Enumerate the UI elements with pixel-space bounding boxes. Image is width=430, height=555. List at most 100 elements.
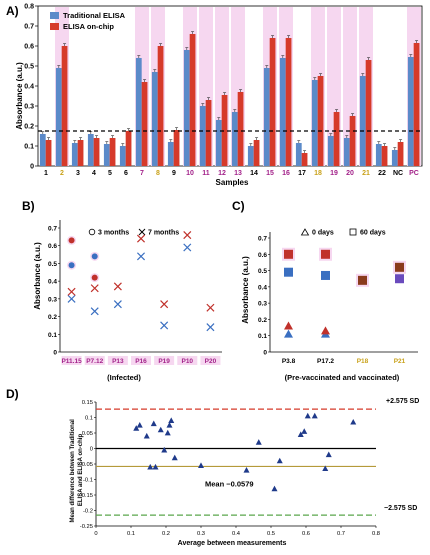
triangle-point: [276, 457, 283, 464]
triangle-point: [255, 439, 262, 445]
bar: [167, 142, 174, 166]
panel-d: D) Mean difference between Traditional E…: [6, 387, 419, 547]
triangle-point: [147, 463, 154, 470]
panel-c-xlabel: (Pre-vaccinated and vaccinated): [285, 373, 400, 382]
bar: [327, 136, 334, 166]
category-label: 16: [282, 170, 290, 177]
panel-c: C) Absorbance (a.u.) (Pre-vaccinated and…: [232, 199, 418, 382]
triangle-point: [297, 431, 304, 437]
category-label: NC: [393, 170, 403, 177]
legend-circle: [88, 228, 96, 236]
bar: [301, 153, 308, 166]
bar: [397, 142, 404, 166]
cross-stroke: [206, 303, 215, 312]
legend-square: [349, 228, 357, 236]
legend-swatch: [50, 12, 59, 19]
triangle-point: [166, 422, 173, 428]
panel-a-ytick-label: 0.4: [24, 84, 34, 91]
bar: [119, 146, 126, 166]
legend-triangle: [300, 228, 310, 236]
triangle-marker: [284, 321, 293, 330]
legend-label: 0 days: [312, 230, 334, 237]
panel-d-ytick-label: 0.15: [82, 400, 93, 406]
legend-cross: [138, 228, 146, 236]
cross-marker: [206, 323, 215, 332]
panel-d-xtick-label: 0.1: [127, 531, 135, 537]
triangle-point: [325, 451, 332, 458]
bar: [135, 58, 142, 166]
bar: [263, 68, 270, 166]
bar: [231, 112, 238, 166]
square-marker: [358, 275, 367, 285]
category-label: 10: [186, 170, 194, 177]
category-highlight: [177, 356, 198, 365]
panel-c-ytick-label: 0: [263, 350, 267, 357]
panel-a-ylabel: Absorbance (a.u.): [15, 62, 24, 130]
legend-swatch: [50, 23, 59, 30]
category-label: 3: [76, 170, 80, 177]
panel-d-xtick-label: 0.5: [267, 531, 275, 537]
bar: [189, 34, 196, 166]
category-highlight: [61, 356, 82, 365]
category-label: 6: [124, 170, 128, 177]
panel-d-ytick-label: -0.25: [80, 524, 93, 530]
panel-a-ytick-label: 0.6: [24, 44, 34, 51]
bar: [349, 116, 356, 166]
triangle-point: [164, 429, 171, 436]
panel-a-letter: A): [6, 4, 19, 18]
bar: [157, 46, 164, 166]
panel-d-ytick-label: 0.05: [82, 431, 93, 437]
panel-a-xlabel: Samples: [216, 178, 249, 187]
category-label: 1: [44, 170, 48, 177]
category-label: P19: [158, 358, 170, 365]
triangle-point: [133, 425, 140, 431]
legend-label: ELISA on-chip: [63, 22, 114, 31]
category-highlight: [200, 356, 221, 365]
cross-stroke: [183, 243, 192, 252]
panel-b-ytick-label: 0.3: [48, 296, 57, 303]
panel-d-xtick-label: 0.4: [232, 531, 241, 537]
cross-marker: [90, 284, 99, 293]
category-label: 21: [362, 170, 370, 177]
panel-b-ytick-label: 0.4: [48, 279, 57, 286]
bar: [279, 58, 286, 166]
bar: [375, 144, 382, 166]
panel-d-ytick-label: 0.1: [85, 416, 93, 422]
category-label: 20: [346, 170, 354, 177]
bar: [55, 68, 62, 166]
category-label: 22: [378, 170, 386, 177]
panel-c-letter: C): [232, 199, 245, 213]
category-label: 17: [298, 170, 306, 177]
panel-d-ytick-label: -0.1: [83, 478, 93, 484]
upper-sd-label: +2.575 SD: [386, 398, 419, 405]
panel-a-ytick-label: 0.1: [24, 144, 34, 151]
panel-d-ytick-label: -0.2: [83, 509, 93, 515]
panel-c-ytick-label: 0.4: [258, 284, 267, 291]
panel-d-ytick-label: 0: [90, 447, 93, 453]
category-label: P21: [394, 358, 406, 365]
category-label: 8: [156, 170, 160, 177]
cross-stroke: [160, 321, 169, 330]
bar: [173, 130, 180, 166]
cross-stroke: [136, 252, 146, 261]
panel-d-xlabel: Average between measurements: [178, 540, 287, 547]
triangle-point: [152, 463, 159, 470]
bar: [343, 138, 350, 166]
cross-marker: [67, 287, 76, 296]
bar: [39, 134, 46, 166]
panel-b-ytick-label: 0.6: [48, 243, 57, 250]
panel-d-xtick-label: 0.8: [372, 531, 380, 537]
panel-c-ytick-label: 0.5: [258, 268, 267, 275]
circle-marker: [91, 274, 98, 281]
bar: [237, 92, 244, 166]
cross-stroke: [183, 231, 192, 240]
category-label: P11.15: [61, 358, 82, 365]
bar: [71, 143, 78, 166]
legend-label: 60 days: [360, 230, 386, 237]
square-marker: [321, 249, 330, 259]
triangle-point: [271, 485, 278, 492]
category-highlight: [154, 356, 175, 365]
cross-marker: [160, 300, 169, 309]
panel-b-letter: B): [22, 199, 35, 213]
bar: [61, 46, 68, 166]
